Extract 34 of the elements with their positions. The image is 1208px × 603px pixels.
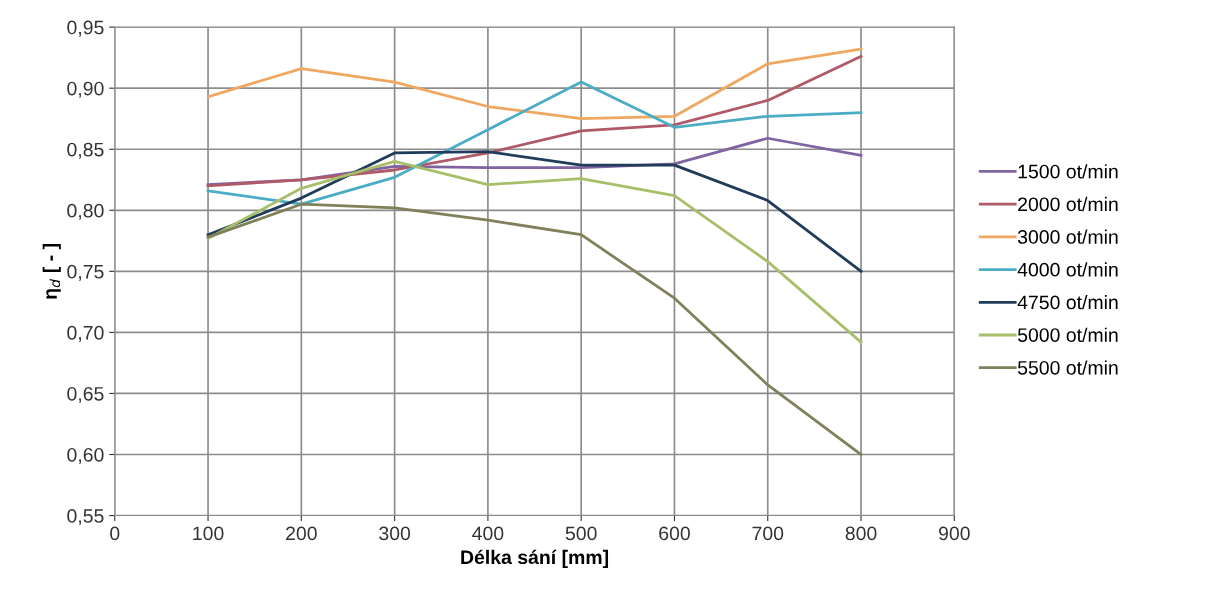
x-tick-label: 100 [193, 526, 224, 541]
line-series [206, 202, 863, 456]
x-tick-label: 900 [939, 526, 970, 541]
y-tick-label: 0,85 [67, 142, 104, 159]
legend-label: 1500 ot/min [1018, 164, 1118, 179]
line-series [206, 80, 863, 206]
line-series [206, 160, 863, 344]
y-axis-title: η$_{d}$ [ - ] [42, 244, 61, 299]
y-tick-label: 0,55 [67, 509, 104, 526]
legend-label: 3000 ot/min [1017, 229, 1118, 244]
x-axis-title: Délka sání [mm] [461, 549, 609, 568]
y-tick-label: 0,70 [67, 325, 104, 342]
x-tick-label: 0 [110, 526, 120, 541]
x-tick-label: 700 [752, 526, 784, 541]
y-tick-label: 0,75 [67, 264, 104, 281]
x-tick-label: 500 [565, 526, 597, 541]
y-tick-label: 0,60 [67, 447, 104, 465]
legend-label: 5000 ot/min [1017, 327, 1118, 342]
y-tick-label: 0,80 [67, 203, 104, 220]
y-tick-label: 0,65 [67, 386, 104, 403]
x-tick-label: 400 [472, 526, 504, 541]
legend-label: 4000 ot/min [1017, 262, 1118, 277]
y-tick-label: 0,95 [67, 20, 104, 37]
legend-label: 2000 ot/min [1018, 196, 1118, 212]
legend-label: 5500 ot/min [1017, 360, 1118, 375]
line-series [206, 47, 863, 121]
x-tick-label: 800 [845, 526, 877, 541]
x-tick-label: 200 [286, 526, 317, 541]
x-tick-label: 300 [379, 526, 411, 541]
x-tick-label: 600 [659, 526, 690, 541]
line-series [206, 55, 863, 188]
legend-label: 4750 ot/min [1017, 295, 1118, 310]
y-tick-label: 0,90 [67, 81, 104, 98]
line-series [206, 150, 863, 273]
